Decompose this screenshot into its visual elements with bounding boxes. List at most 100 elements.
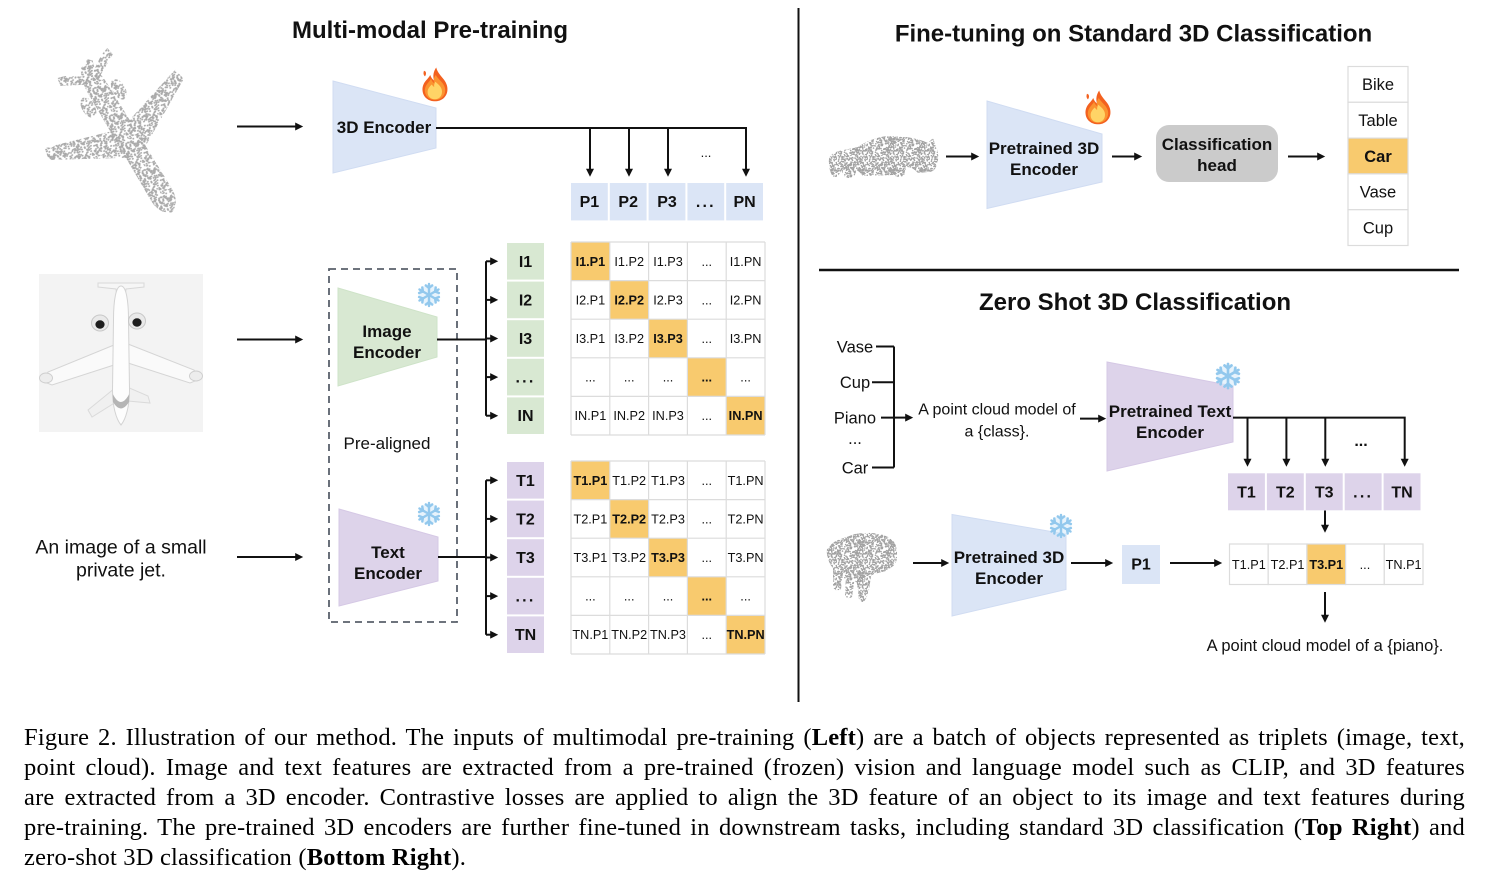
svg-text:I3.P2: I3.P2 (614, 332, 644, 346)
svg-text:I3.P3: I3.P3 (653, 332, 683, 346)
svg-text:T1.P2: T1.P2 (612, 474, 646, 488)
svg-text:3D Encoder: 3D Encoder (337, 118, 432, 137)
svg-text:I3.P1: I3.P1 (576, 332, 606, 346)
svg-text:...: ... (702, 628, 713, 642)
svg-text:A point cloud model of: A point cloud model of (918, 402, 1076, 419)
svg-text:...: ... (516, 589, 536, 606)
svg-text:...: ... (1354, 433, 1367, 450)
svg-text:...: ... (516, 370, 536, 387)
svg-text:...: ... (702, 551, 713, 565)
svg-text:head: head (1197, 156, 1237, 175)
svg-text:T3.PN: T3.PN (728, 551, 764, 565)
svg-text:TN.P2: TN.P2 (611, 628, 647, 642)
svg-text:T1: T1 (1237, 484, 1256, 501)
svg-text:T2: T2 (1276, 484, 1295, 501)
svg-text:...: ... (702, 332, 713, 346)
svg-text:...: ... (702, 474, 713, 488)
svg-text:T1: T1 (516, 473, 535, 490)
svg-text:...: ... (701, 145, 712, 160)
svg-text:Bike: Bike (1362, 76, 1394, 94)
svg-text:I1.P2: I1.P2 (614, 255, 644, 269)
svg-text:P1: P1 (1131, 557, 1151, 574)
svg-text:...: ... (740, 590, 751, 604)
svg-text:T2.P1: T2.P1 (573, 512, 607, 526)
svg-text:A point cloud model of a {pian: A point cloud model of a {piano}. (1207, 637, 1444, 655)
svg-text:...: ... (702, 409, 713, 423)
svg-text:T3.P3: T3.P3 (651, 551, 685, 565)
svg-text:T3.P1: T3.P1 (1309, 558, 1343, 572)
svg-text:Encoder: Encoder (975, 569, 1043, 588)
svg-text:IN.PN: IN.PN (729, 409, 763, 423)
svg-text:a {class}.: a {class}. (965, 424, 1030, 441)
svg-text:T3: T3 (1315, 484, 1334, 501)
svg-text:I2.P3: I2.P3 (653, 293, 683, 307)
svg-text:T2.P1: T2.P1 (1271, 558, 1305, 572)
svg-text:...: ... (702, 293, 713, 307)
svg-text:Encoder: Encoder (1136, 423, 1204, 442)
svg-text:T2.P2: T2.P2 (612, 512, 646, 526)
svg-text:T2: T2 (516, 511, 535, 528)
svg-text:I2.P2: I2.P2 (614, 293, 644, 307)
svg-text:Vase: Vase (837, 338, 873, 356)
svg-text:IN: IN (518, 408, 534, 425)
svg-text:Table: Table (1358, 112, 1397, 130)
svg-text:I1: I1 (519, 254, 532, 271)
svg-text:T3.P2: T3.P2 (612, 551, 646, 565)
svg-text:I1.P3: I1.P3 (653, 255, 683, 269)
svg-text:TN.P1: TN.P1 (572, 628, 608, 642)
svg-text:TN.P3: TN.P3 (650, 628, 686, 642)
svg-text:I3: I3 (519, 331, 532, 348)
svg-text:...: ... (696, 194, 716, 211)
svg-text:Multi-modal Pre-training: Multi-modal Pre-training (292, 17, 568, 44)
svg-text:...: ... (1360, 558, 1371, 572)
svg-text:IN.P3: IN.P3 (652, 409, 684, 423)
svg-text:T1.P1: T1.P1 (573, 474, 607, 488)
svg-text:T1.PN: T1.PN (728, 474, 764, 488)
svg-text:T1.P1: T1.P1 (1232, 558, 1266, 572)
svg-text:P2: P2 (618, 194, 638, 211)
svg-text:IN.P1: IN.P1 (575, 409, 607, 423)
svg-text:Piano: Piano (834, 409, 876, 427)
svg-text:...: ... (663, 590, 674, 604)
svg-text:Car: Car (1364, 148, 1392, 166)
svg-text:Classification: Classification (1162, 135, 1273, 154)
svg-text:PN: PN (733, 194, 755, 211)
svg-text:P1: P1 (580, 194, 600, 211)
svg-text:TN: TN (515, 627, 536, 644)
svg-text:Vase: Vase (1360, 184, 1396, 202)
svg-text:Fine-tuning on Standard 3D Cla: Fine-tuning on Standard 3D Classificatio… (895, 21, 1372, 48)
svg-text:private jet.: private jet. (76, 560, 166, 582)
svg-text:...: ... (848, 430, 862, 448)
svg-text:T3.P1: T3.P1 (573, 551, 607, 565)
svg-text:...: ... (585, 371, 596, 385)
svg-text:Pretrained Text: Pretrained Text (1109, 402, 1232, 421)
svg-text:...: ... (702, 255, 713, 269)
svg-text:T1.P3: T1.P3 (651, 474, 685, 488)
svg-text:...: ... (663, 371, 674, 385)
svg-text:Pretrained 3D: Pretrained 3D (989, 139, 1100, 158)
svg-text:TN.PN: TN.PN (727, 628, 765, 642)
svg-text:Pre-aligned: Pre-aligned (344, 434, 431, 453)
svg-text:I2.P1: I2.P1 (576, 293, 606, 307)
svg-text:I2.PN: I2.PN (730, 293, 762, 307)
svg-text:Pretrained 3D: Pretrained 3D (954, 548, 1065, 567)
svg-text:TN: TN (1391, 484, 1412, 501)
svg-text:Image: Image (362, 322, 411, 341)
svg-text:I2: I2 (519, 292, 532, 309)
svg-text:Encoder: Encoder (353, 343, 421, 362)
svg-text:...: ... (585, 590, 596, 604)
svg-text:Car: Car (842, 459, 869, 477)
svg-text:T2.P3: T2.P3 (651, 512, 685, 526)
svg-text:TN.P1: TN.P1 (1386, 558, 1422, 572)
svg-text:...: ... (702, 590, 713, 604)
svg-text:T2.PN: T2.PN (728, 512, 764, 526)
svg-text:...: ... (624, 371, 635, 385)
svg-text:Text: Text (371, 543, 405, 562)
svg-text:...: ... (740, 371, 751, 385)
svg-text:P3: P3 (657, 194, 677, 211)
svg-text:...: ... (624, 590, 635, 604)
svg-text:...: ... (702, 371, 713, 385)
svg-text:I1.P1: I1.P1 (576, 255, 606, 269)
svg-text:I3.PN: I3.PN (730, 332, 762, 346)
svg-text:IN.P2: IN.P2 (613, 409, 645, 423)
